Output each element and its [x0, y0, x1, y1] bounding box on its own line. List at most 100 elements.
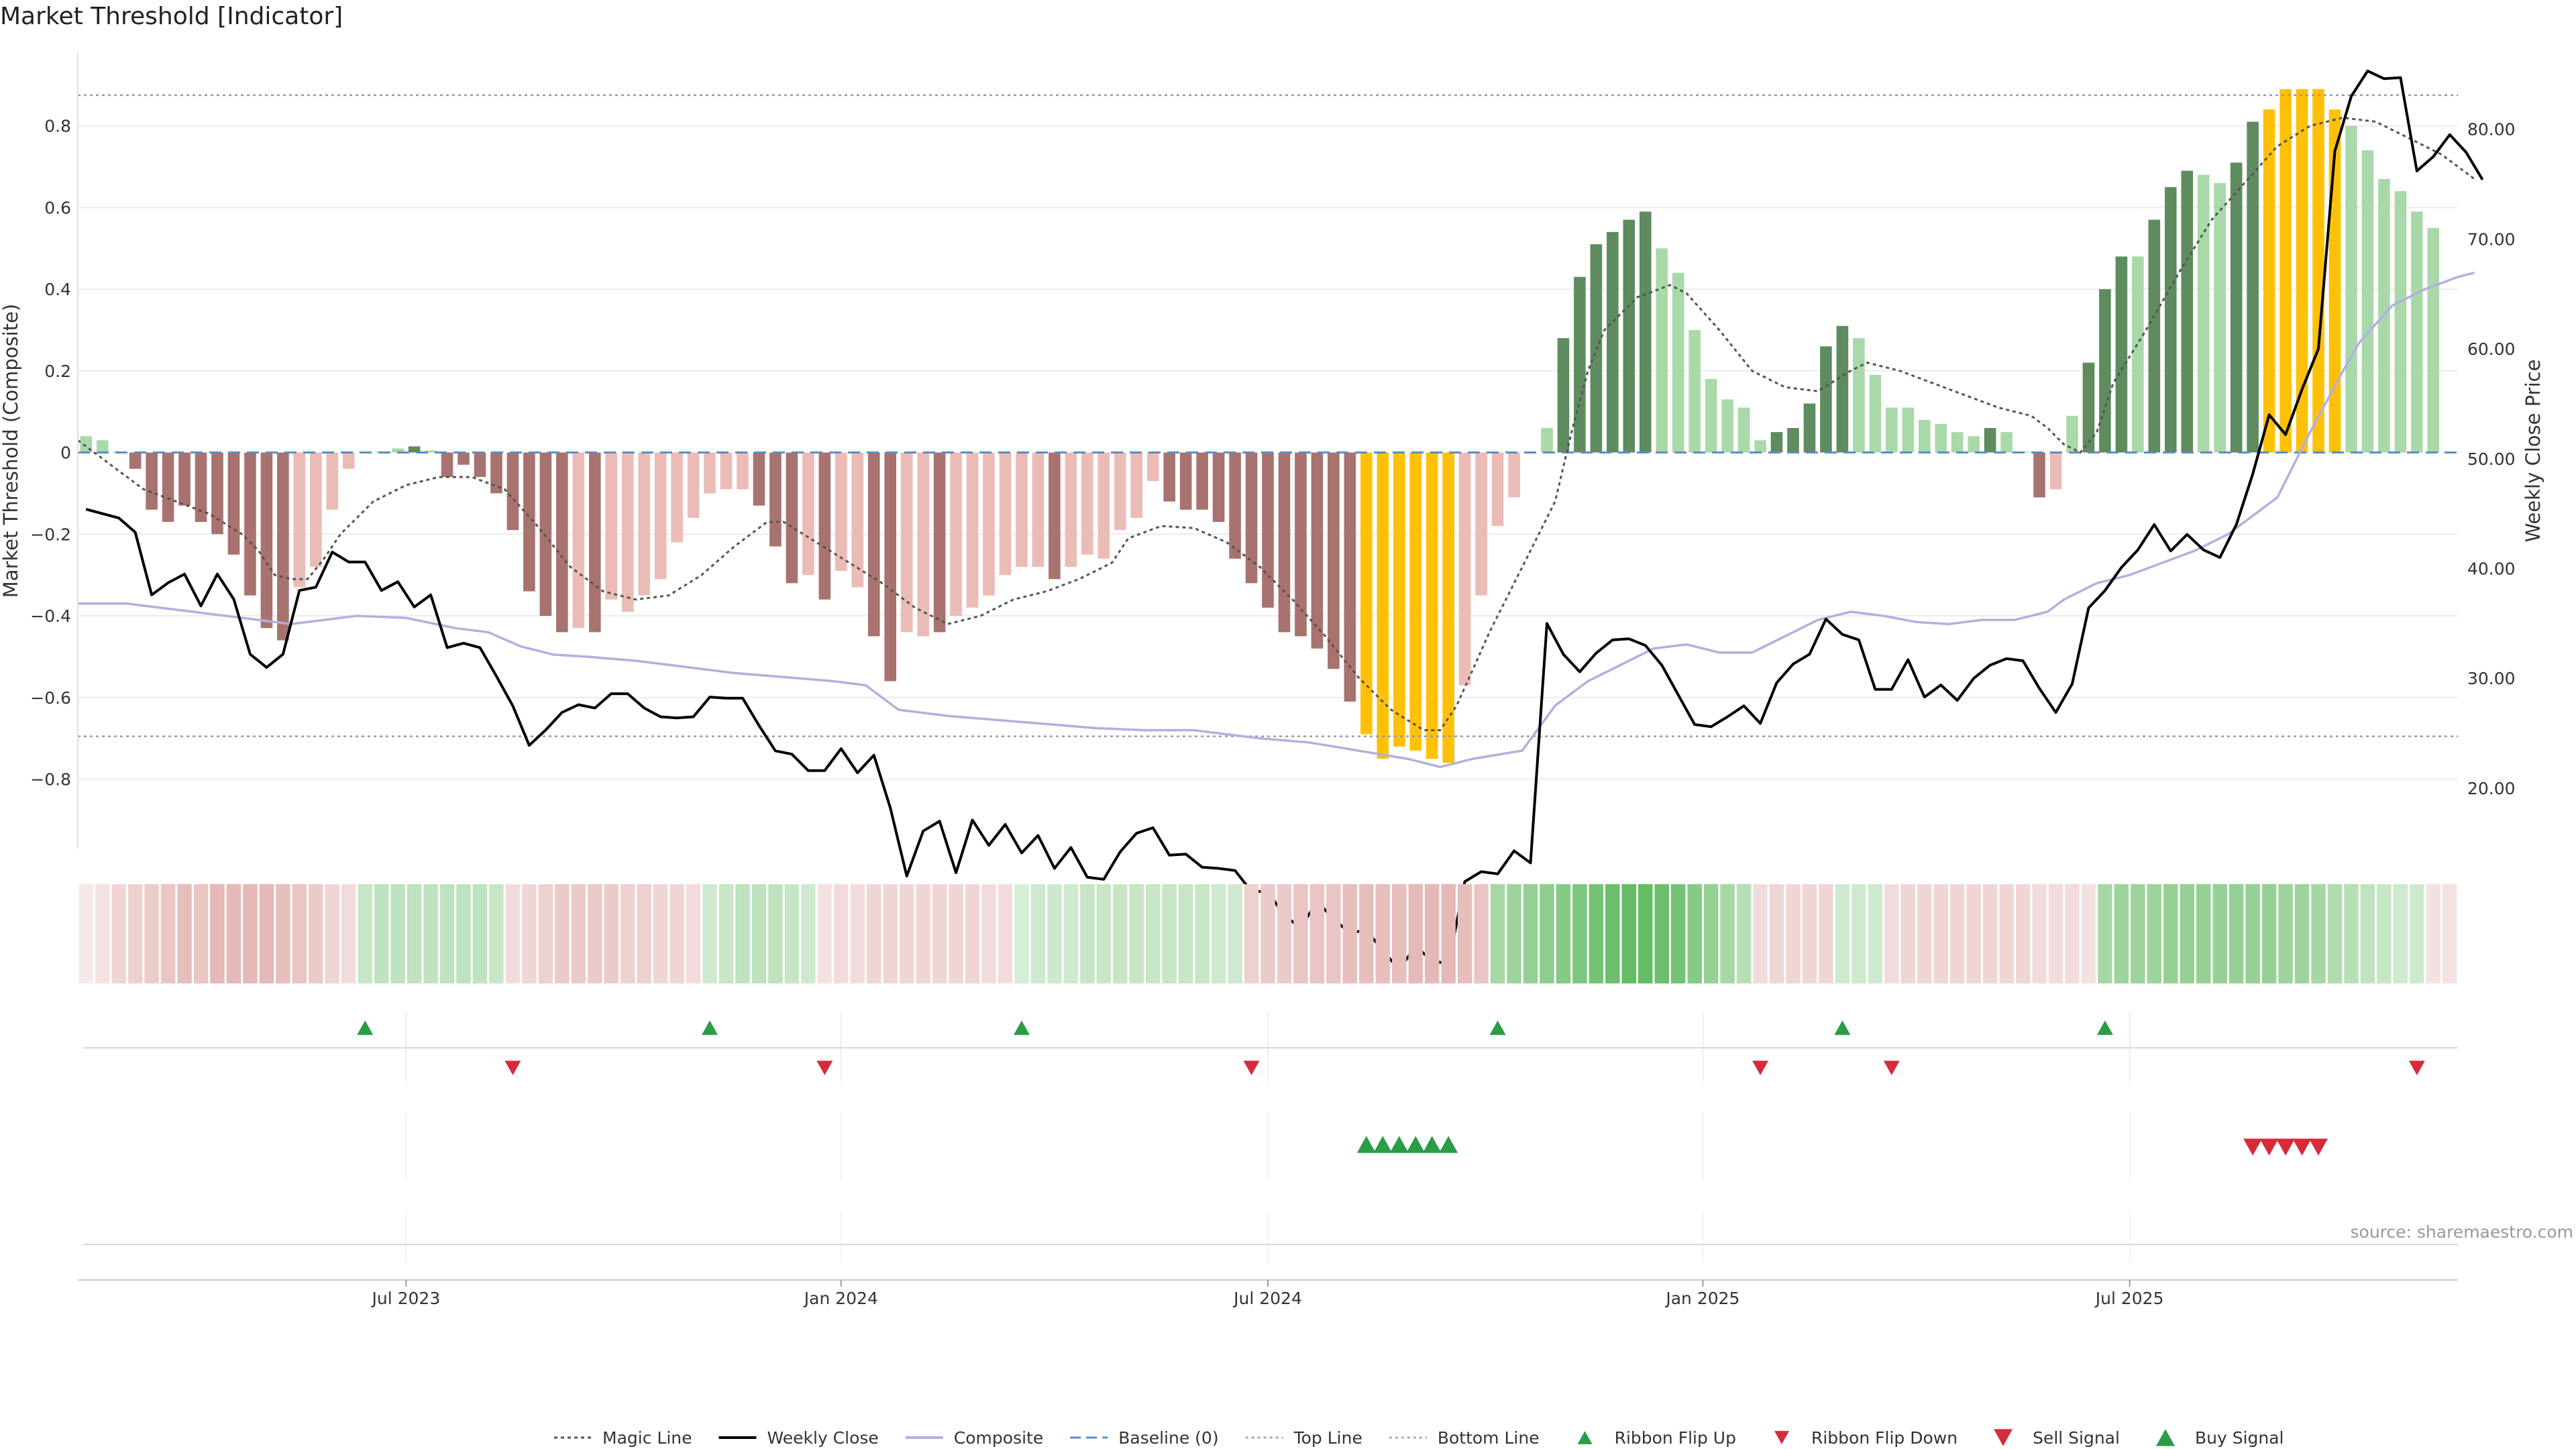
ribbon-cell	[1999, 884, 2014, 983]
bar	[1032, 452, 1044, 567]
ribbon-cell	[1195, 884, 1210, 983]
bar	[704, 452, 716, 494]
bar	[818, 452, 831, 600]
bar	[195, 452, 207, 523]
bar	[506, 452, 519, 531]
bar	[1623, 219, 1635, 453]
ribbon-cell	[1654, 884, 1669, 983]
ribbon-cell	[702, 884, 717, 983]
ribbon-cell	[358, 884, 372, 983]
bar	[1902, 407, 1915, 453]
ribbon-cell	[801, 884, 816, 983]
ribbon-cell	[2015, 884, 2031, 983]
bar	[2148, 219, 2161, 453]
ribbon-cell	[1277, 884, 1292, 983]
buy-signal-marker	[1389, 1136, 1409, 1153]
ribbon-cell	[78, 884, 93, 983]
bar	[408, 446, 421, 453]
y-tick-label-right: 60.00	[2467, 339, 2516, 359]
ribbon-cell	[374, 884, 389, 983]
legend-swatch	[2155, 1429, 2175, 1446]
signals	[83, 1012, 2458, 1263]
ribbon-cell	[604, 884, 619, 983]
y-tick-label-left: −0.6	[30, 688, 71, 708]
ribbon-cell	[1933, 884, 1948, 983]
y-tick-label-right: 80.00	[2467, 120, 2516, 140]
ribbon-cell	[1556, 884, 1571, 983]
ribbon-cell	[620, 884, 635, 983]
ribbon-cell	[669, 884, 684, 983]
bar	[2164, 186, 2177, 453]
ribbon-flip-down-marker	[816, 1061, 833, 1075]
bar	[1853, 338, 1865, 453]
legend-item: Sell Signal	[1994, 1428, 2120, 1448]
ribbon-cell	[1638, 884, 1653, 983]
bar	[1672, 272, 1684, 453]
bar	[1737, 407, 1750, 453]
ribbon-cell	[916, 884, 930, 983]
ribbon-cell	[1819, 884, 1833, 983]
bar	[523, 452, 535, 592]
legend-label: Ribbon Flip Up	[1615, 1428, 1736, 1448]
bar	[2361, 150, 2374, 453]
bar	[1065, 452, 1077, 567]
ribbon-cell	[210, 884, 225, 983]
bar	[1212, 452, 1225, 523]
ribbon-cell	[1786, 884, 1801, 983]
legend-swatch	[1994, 1429, 2013, 1446]
bar	[2345, 125, 2357, 453]
buy-signal-marker	[1356, 1136, 1376, 1153]
legend-label: Top Line	[1293, 1428, 1362, 1448]
bar	[1114, 452, 1126, 531]
ribbon-cell	[768, 884, 783, 983]
ribbon-cell	[637, 884, 651, 983]
ribbon-cell	[111, 884, 126, 983]
buy-signal-marker	[1422, 1136, 1442, 1153]
ribbon-cell	[1063, 884, 1079, 983]
legend-label: Composite	[954, 1428, 1043, 1448]
bar	[490, 452, 502, 494]
legend-item: Buy Signal	[2155, 1428, 2284, 1448]
bar	[392, 448, 404, 453]
ribbon-cell	[325, 884, 340, 983]
ribbon-cell	[850, 884, 865, 983]
bar	[983, 452, 995, 596]
ribbon-flip-up-marker	[1013, 1020, 1030, 1035]
sell-signal-marker	[2276, 1138, 2296, 1156]
sell-signal-marker	[2309, 1138, 2328, 1156]
ribbon-cell	[1490, 884, 1505, 983]
ribbon-cell	[505, 884, 521, 983]
ribbon-cell	[1211, 884, 1226, 983]
bar	[1229, 452, 1241, 559]
legend-label: Baseline (0)	[1118, 1428, 1218, 1448]
ribbon-cell	[834, 884, 849, 983]
bar	[966, 452, 979, 608]
ribbon-flip-up-marker	[357, 1020, 374, 1035]
ribbon-cell	[439, 884, 455, 983]
bar	[277, 452, 289, 641]
bar	[1656, 248, 1668, 453]
ribbon-cell	[390, 884, 405, 983]
legend-label: Sell Signal	[2033, 1428, 2120, 1448]
bar	[2394, 191, 2407, 453]
ribbon-cell	[1047, 884, 1062, 983]
legend-item: Weekly Close	[718, 1428, 879, 1448]
ribbon-cell	[2081, 884, 2096, 983]
ribbon-cell	[2163, 884, 2178, 983]
bar	[129, 452, 142, 469]
ribbon-cell	[653, 884, 668, 983]
bar	[178, 452, 191, 506]
bar	[2082, 362, 2095, 453]
bar	[1968, 436, 1980, 453]
bar	[2099, 289, 2111, 453]
axes: −0.8 −0.6 −0.4 −0.2 0 0.2 0.4 0.6 0.8 20.00 30.00 4…	[30, 52, 2516, 849]
bar	[737, 452, 749, 490]
bar	[2279, 89, 2292, 453]
bar	[539, 452, 552, 616]
ribbon-cell	[1014, 884, 1029, 983]
bar	[2115, 256, 2128, 453]
ribbon-cell	[1507, 884, 1521, 983]
bar	[2181, 170, 2194, 453]
bar	[1163, 452, 1175, 502]
ribbon-cell	[2426, 884, 2441, 983]
